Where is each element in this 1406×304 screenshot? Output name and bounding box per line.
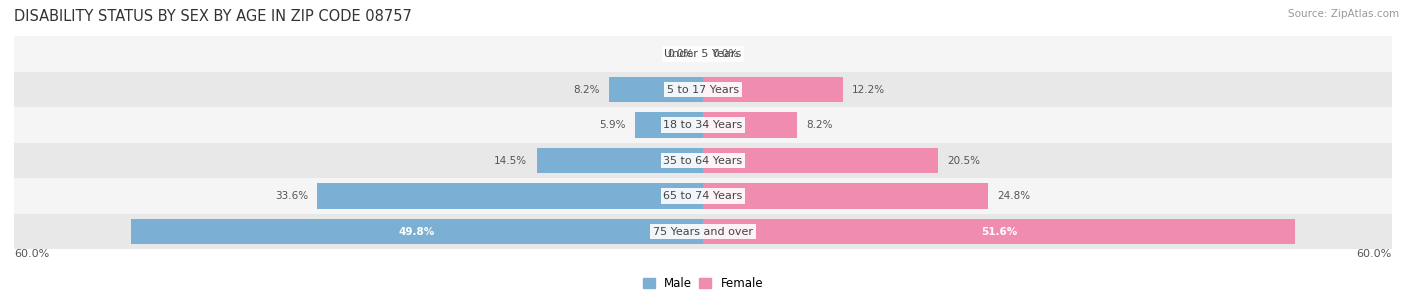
Text: 18 to 34 Years: 18 to 34 Years: [664, 120, 742, 130]
Bar: [14, 214, 1392, 249]
Bar: [537, 148, 703, 173]
Text: 8.2%: 8.2%: [807, 120, 832, 130]
Bar: [14, 72, 1392, 107]
Text: 49.8%: 49.8%: [399, 226, 436, 237]
Text: 5 to 17 Years: 5 to 17 Years: [666, 85, 740, 95]
Legend: Male, Female: Male, Female: [643, 277, 763, 290]
Bar: [318, 183, 703, 209]
Text: 60.0%: 60.0%: [14, 249, 49, 259]
Text: 35 to 64 Years: 35 to 64 Years: [664, 156, 742, 166]
Text: 65 to 74 Years: 65 to 74 Years: [664, 191, 742, 201]
Bar: [703, 112, 797, 138]
Text: 12.2%: 12.2%: [852, 85, 886, 95]
Text: 33.6%: 33.6%: [276, 191, 308, 201]
Text: 24.8%: 24.8%: [997, 191, 1031, 201]
Text: 8.2%: 8.2%: [574, 85, 599, 95]
Text: 5.9%: 5.9%: [599, 120, 626, 130]
Text: Source: ZipAtlas.com: Source: ZipAtlas.com: [1288, 9, 1399, 19]
Bar: [14, 36, 1392, 72]
Text: 0.0%: 0.0%: [713, 49, 738, 59]
Text: 51.6%: 51.6%: [981, 226, 1018, 237]
Bar: [14, 143, 1392, 178]
Text: 14.5%: 14.5%: [494, 156, 527, 166]
Text: 75 Years and over: 75 Years and over: [652, 226, 754, 237]
Bar: [14, 178, 1392, 214]
Bar: [703, 148, 938, 173]
Bar: [14, 107, 1392, 143]
Bar: [636, 112, 703, 138]
Bar: [609, 77, 703, 102]
Text: 0.0%: 0.0%: [668, 49, 693, 59]
Text: 60.0%: 60.0%: [1357, 249, 1392, 259]
Text: 20.5%: 20.5%: [948, 156, 980, 166]
Text: DISABILITY STATUS BY SEX BY AGE IN ZIP CODE 08757: DISABILITY STATUS BY SEX BY AGE IN ZIP C…: [14, 9, 412, 24]
Bar: [703, 77, 844, 102]
Bar: [131, 219, 703, 244]
Bar: [703, 183, 988, 209]
Bar: [703, 219, 1295, 244]
Text: Under 5 Years: Under 5 Years: [665, 49, 741, 59]
